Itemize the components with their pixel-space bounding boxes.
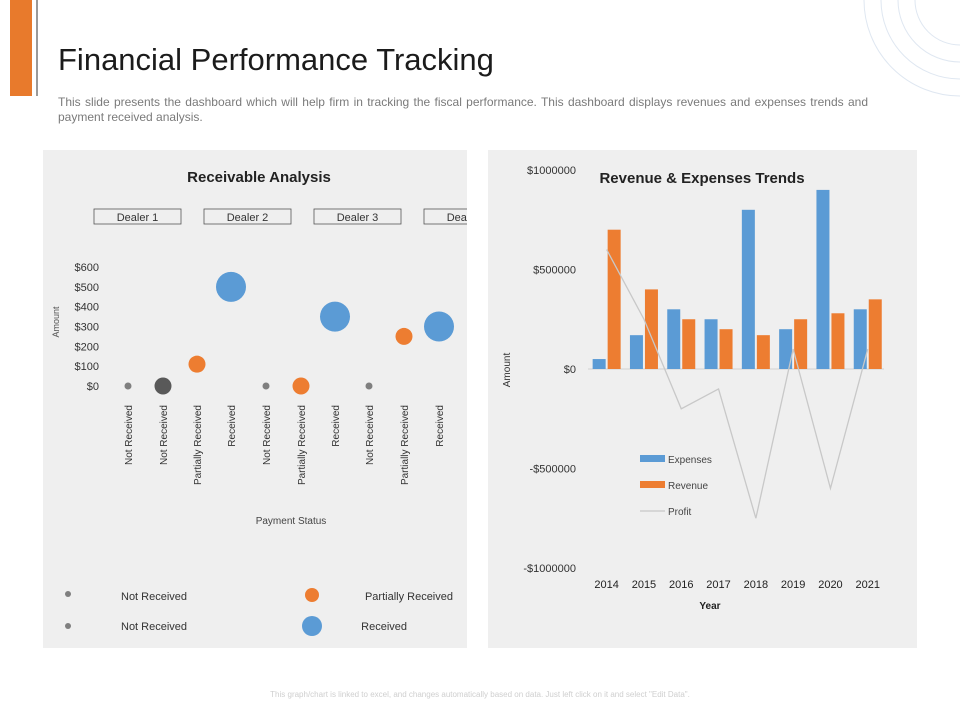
bar-revenue bbox=[756, 335, 770, 369]
legend-marker-not-received bbox=[65, 623, 71, 629]
accent-bar bbox=[10, 0, 32, 96]
x-tick-label: Received bbox=[435, 405, 446, 447]
receivable-analysis-panel: Receivable Analysis Dealer 1 Dealer 2 Deale… bbox=[43, 150, 467, 648]
dealer-label-1: Dealer 1 bbox=[117, 212, 159, 224]
y-tick-label: $500000 bbox=[533, 265, 576, 277]
y-tick-label: $400 bbox=[75, 302, 99, 314]
bubble-received bbox=[216, 271, 246, 302]
x-tick-label: Not Received bbox=[159, 405, 170, 465]
revenue-expenses-panel: Revenue & Expenses Trends $1000000 $500000… bbox=[488, 150, 917, 648]
bar-expenses bbox=[741, 209, 755, 369]
bar-expenses bbox=[816, 189, 830, 369]
y-tick-label: -$1000000 bbox=[523, 563, 576, 575]
legend-marker-not-received bbox=[65, 591, 71, 597]
bubble-partially-received bbox=[395, 327, 413, 345]
dealer-box-3 bbox=[313, 208, 402, 225]
x-tick-label: 2020 bbox=[818, 579, 842, 591]
legend-swatch-revenue bbox=[640, 481, 665, 488]
legend-label-not-received: Not Received bbox=[121, 591, 187, 603]
receivable-analysis-chart: Receivable Analysis Dealer 1 Dealer 2 Deale… bbox=[51, 169, 467, 636]
legend-swatch-expenses bbox=[640, 455, 665, 462]
y-tick-label: $100 bbox=[75, 361, 99, 373]
dealer-label-2: Dealer 2 bbox=[227, 212, 269, 224]
bubble-received bbox=[320, 301, 350, 332]
bubble-received bbox=[424, 311, 454, 342]
bar-revenue bbox=[831, 313, 845, 369]
x-tick-label: Not Received bbox=[365, 405, 376, 465]
bar-expenses bbox=[629, 335, 643, 369]
footer-note: This graph/chart is linked to excel, and… bbox=[270, 690, 690, 699]
y-tick-label: $500 bbox=[75, 282, 99, 294]
x-tick-label: Not Received bbox=[124, 405, 135, 465]
bar-expenses bbox=[779, 329, 793, 369]
dealer-label-4: Dealer 4 bbox=[447, 212, 467, 224]
x-tick-label: Not Received bbox=[262, 405, 273, 465]
y-tick-label: $200 bbox=[75, 341, 99, 353]
bubble-partially-received bbox=[188, 355, 206, 373]
bubble-not-received bbox=[262, 382, 270, 390]
legend-marker-received bbox=[302, 616, 322, 636]
chart-title: Receivable Analysis bbox=[187, 169, 331, 186]
decorative-arcs bbox=[863, 0, 960, 97]
line-profit bbox=[606, 249, 869, 519]
page-title: Financial Performance Tracking bbox=[58, 42, 494, 77]
legend-label-expenses: Expenses bbox=[668, 455, 712, 466]
bar-revenue bbox=[794, 319, 808, 369]
x-tick-label: 2016 bbox=[669, 579, 693, 591]
bar-revenue bbox=[868, 299, 882, 369]
revenue-expenses-chart: Revenue & Expenses Trends $1000000 $500000… bbox=[502, 165, 884, 612]
dealer-box-4 bbox=[423, 208, 467, 225]
bar-revenue bbox=[682, 319, 696, 369]
x-tick-label: Partially Received bbox=[193, 405, 204, 485]
legend-label-not-received: Not Received bbox=[121, 621, 187, 633]
y-tick-label: $600 bbox=[75, 262, 99, 274]
bubble-not-received bbox=[154, 377, 172, 395]
accent-line bbox=[36, 0, 38, 96]
bar-revenue bbox=[719, 329, 733, 369]
bar-expenses bbox=[853, 309, 867, 369]
x-tick-label: 2018 bbox=[744, 579, 768, 591]
y-tick-label: $0 bbox=[87, 381, 99, 393]
y-tick-label: -$500000 bbox=[530, 464, 577, 476]
x-tick-label: 2017 bbox=[706, 579, 730, 591]
x-axis-label: Year bbox=[699, 601, 720, 612]
x-axis-label: Payment Status bbox=[256, 516, 327, 527]
x-tick-label: Received bbox=[331, 405, 342, 447]
y-tick-label: $300 bbox=[75, 322, 99, 334]
x-tick-label: 2021 bbox=[856, 579, 880, 591]
chart-title: Revenue & Expenses Trends bbox=[599, 170, 804, 187]
legend-label-revenue: Revenue bbox=[668, 481, 708, 492]
y-axis-label: Amount bbox=[502, 353, 513, 388]
legend-marker-partially-received bbox=[305, 588, 319, 602]
x-tick-label: 2019 bbox=[781, 579, 805, 591]
bar-revenue bbox=[607, 229, 621, 369]
bubble-partially-received bbox=[292, 377, 310, 395]
x-tick-label: 2015 bbox=[632, 579, 656, 591]
legend-label-partially-received: Partially Received bbox=[365, 591, 453, 603]
x-tick-label: Partially Received bbox=[297, 405, 308, 485]
x-tick-label: Received bbox=[227, 405, 238, 447]
bar-expenses bbox=[704, 319, 718, 369]
bar-expenses bbox=[592, 359, 606, 369]
x-tick-label: 2014 bbox=[594, 579, 618, 591]
legend-label-received: Received bbox=[361, 621, 407, 633]
page-subtitle: This slide presents the dashboard which … bbox=[58, 95, 868, 124]
bar-revenue bbox=[644, 289, 658, 369]
y-tick-label: $1000000 bbox=[527, 165, 576, 177]
bubble-not-received bbox=[124, 382, 132, 390]
dealer-box-2 bbox=[203, 208, 292, 225]
bar-expenses bbox=[667, 309, 681, 369]
y-axis-label: Amount bbox=[51, 306, 61, 338]
bubble-not-received bbox=[365, 382, 373, 390]
dealer-box-1 bbox=[93, 208, 182, 225]
dealer-label-3: Dealer 3 bbox=[337, 212, 379, 224]
legend-label-profit: Profit bbox=[668, 507, 692, 518]
x-tick-label: Partially Received bbox=[400, 405, 411, 485]
y-tick-label: $0 bbox=[564, 364, 576, 376]
